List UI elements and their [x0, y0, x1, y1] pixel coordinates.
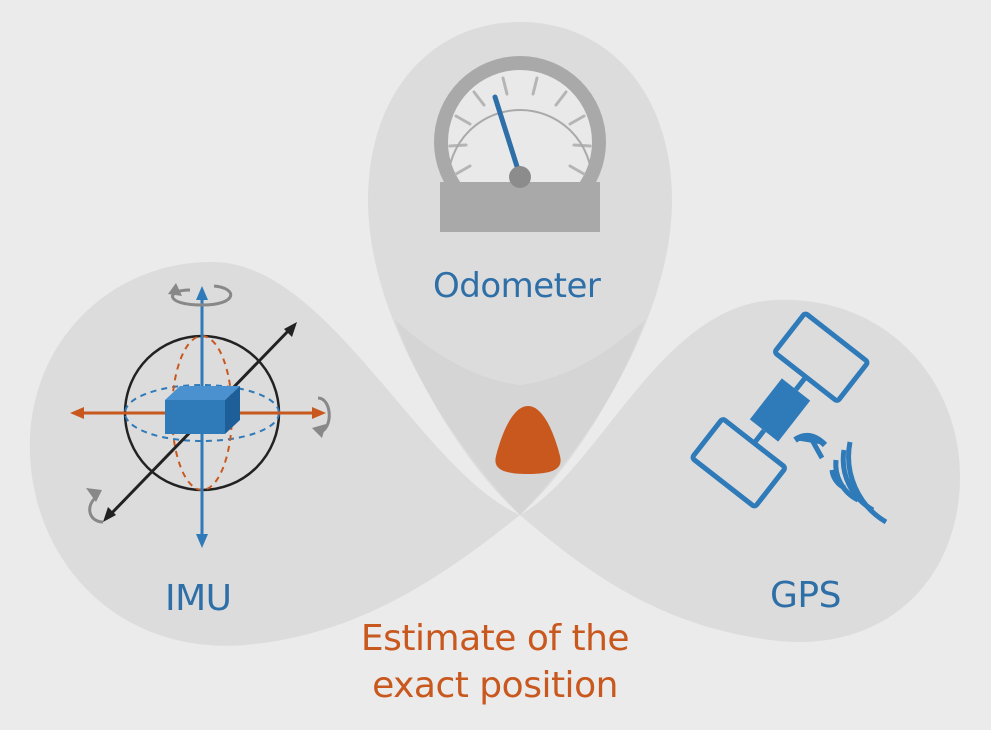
odometer-label: Odometer	[433, 266, 601, 306]
position-marker-icon	[495, 406, 561, 474]
estimate-label-line2: exact position	[372, 665, 618, 706]
satellite-icon	[690, 311, 888, 525]
gps-label: GPS	[770, 575, 841, 616]
imu-lobe	[29, 261, 520, 646]
estimate-label-line1: Estimate of the	[360, 618, 630, 659]
estimate-label: Estimate of the exact position	[360, 615, 630, 709]
imu-label: IMU	[165, 578, 232, 619]
imu-gyroscope-icon	[70, 283, 331, 548]
speedometer-icon	[434, 56, 606, 232]
